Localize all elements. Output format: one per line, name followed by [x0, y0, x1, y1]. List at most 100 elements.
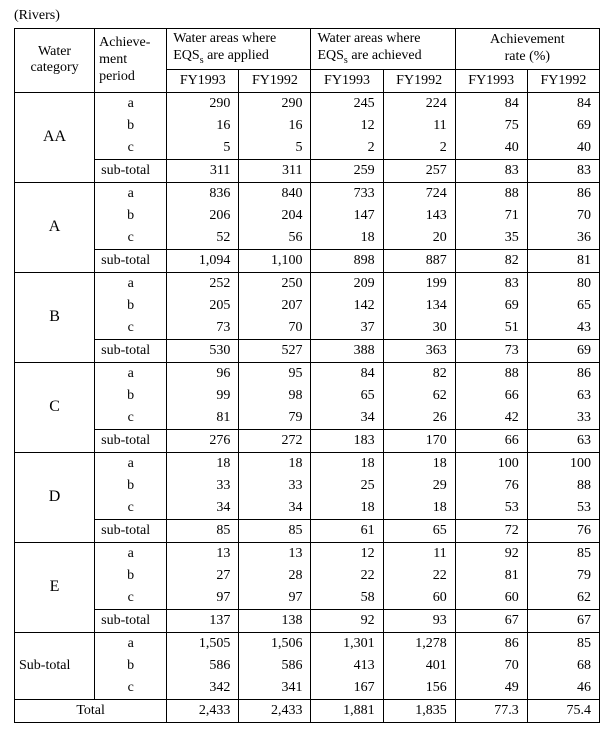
hdr-rate-fy1993: FY1993	[455, 69, 527, 92]
period-cell: b	[95, 295, 167, 317]
hdr-applied-fy1992: FY1992	[239, 69, 311, 92]
achieved-fy1992: 257	[383, 159, 455, 182]
hdr-achieved-text: Water areas where EQSs are achieved	[317, 31, 421, 63]
rate-fy1992: 86	[527, 182, 599, 205]
applied-fy1993: 85	[167, 519, 239, 542]
category-cell: D	[15, 452, 95, 542]
applied-fy1993: 276	[167, 429, 239, 452]
period-cell: b	[95, 475, 167, 497]
achieved-fy1993: 22	[311, 565, 383, 587]
rate-fy1993: 67	[455, 609, 527, 632]
applied-fy1993: 33	[167, 475, 239, 497]
applied-fy1992: 1,506	[239, 632, 311, 655]
hdr-applied: Water areas where EQSs are applied	[167, 29, 311, 70]
achieved-fy1993: 84	[311, 362, 383, 385]
table-row: c817934264233	[15, 407, 600, 430]
applied-fy1993: 81	[167, 407, 239, 430]
subtotal-row: sub-total858561657276	[15, 519, 600, 542]
achieved-fy1992: 224	[383, 92, 455, 115]
rate-fy1993: 73	[455, 339, 527, 362]
applied-fy1992: 138	[239, 609, 311, 632]
rate-fy1992: 63	[527, 385, 599, 407]
period-cell: c	[95, 317, 167, 340]
rate-fy1992: 75.4	[527, 699, 599, 722]
period-cell: c	[95, 407, 167, 430]
applied-fy1993: 52	[167, 227, 239, 250]
hdr-rate-fy1992: FY1992	[527, 69, 599, 92]
subtotal-label: sub-total	[95, 429, 167, 452]
table-row: c737037305143	[15, 317, 600, 340]
period-cell: c	[95, 227, 167, 250]
achieved-fy1992: 18	[383, 497, 455, 520]
applied-fy1992: 33	[239, 475, 311, 497]
period-cell: c	[95, 677, 167, 700]
table-row: Da18181818100100	[15, 452, 600, 475]
applied-fy1993: 342	[167, 677, 239, 700]
applied-fy1992: 2,433	[239, 699, 311, 722]
applied-fy1992: 18	[239, 452, 311, 475]
rate-fy1993: 100	[455, 452, 527, 475]
subtotal-label: sub-total	[95, 519, 167, 542]
rate-fy1992: 62	[527, 587, 599, 610]
applied-fy1992: 341	[239, 677, 311, 700]
achieved-fy1993: 413	[311, 655, 383, 677]
rate-fy1993: 92	[455, 542, 527, 565]
achieved-fy1992: 29	[383, 475, 455, 497]
applied-fy1993: 13	[167, 542, 239, 565]
category-cell: E	[15, 542, 95, 632]
rate-fy1992: 53	[527, 497, 599, 520]
achieved-fy1992: 30	[383, 317, 455, 340]
rate-fy1993: 86	[455, 632, 527, 655]
achieved-fy1993: 65	[311, 385, 383, 407]
rate-fy1992: 86	[527, 362, 599, 385]
rate-fy1992: 88	[527, 475, 599, 497]
rate-fy1992: 84	[527, 92, 599, 115]
applied-fy1992: 98	[239, 385, 311, 407]
subtotal-label: sub-total	[95, 249, 167, 272]
rate-fy1992: 81	[527, 249, 599, 272]
applied-fy1992: 1,100	[239, 249, 311, 272]
table-row: c343418185353	[15, 497, 600, 520]
rate-fy1992: 36	[527, 227, 599, 250]
achieved-fy1992: 65	[383, 519, 455, 542]
applied-fy1992: 70	[239, 317, 311, 340]
achieved-fy1993: 1,881	[311, 699, 383, 722]
rate-fy1992: 79	[527, 565, 599, 587]
subtotal-label: sub-total	[95, 159, 167, 182]
achieved-fy1992: 887	[383, 249, 455, 272]
rate-fy1992: 40	[527, 137, 599, 160]
applied-fy1993: 96	[167, 362, 239, 385]
category-cell: A	[15, 182, 95, 272]
table-body: AAa2902902452248484b161612117569c5522404…	[15, 92, 600, 722]
rate-fy1993: 66	[455, 429, 527, 452]
table-row: Ea131312119285	[15, 542, 600, 565]
period-cell: a	[95, 542, 167, 565]
rate-fy1992: 80	[527, 272, 599, 295]
achieved-fy1993: 259	[311, 159, 383, 182]
applied-fy1993: 2,433	[167, 699, 239, 722]
rate-fy1993: 60	[455, 587, 527, 610]
applied-fy1993: 205	[167, 295, 239, 317]
applied-fy1993: 27	[167, 565, 239, 587]
category-cell: C	[15, 362, 95, 452]
table-row: b2062041471437170	[15, 205, 600, 227]
subtotal-row: sub-total13713892936767	[15, 609, 600, 632]
achieved-fy1993: 2	[311, 137, 383, 160]
rate-fy1993: 66	[455, 385, 527, 407]
achieved-fy1992: 22	[383, 565, 455, 587]
rate-fy1992: 100	[527, 452, 599, 475]
rate-fy1993: 77.3	[455, 699, 527, 722]
rate-fy1992: 67	[527, 609, 599, 632]
achieved-fy1992: 1,835	[383, 699, 455, 722]
period-cell: a	[95, 452, 167, 475]
hdr-rate: Achievementrate (%)	[455, 29, 599, 70]
rate-fy1993: 75	[455, 115, 527, 137]
subtotal-row: sub-total5305273883637369	[15, 339, 600, 362]
rate-fy1993: 71	[455, 205, 527, 227]
rate-fy1993: 83	[455, 272, 527, 295]
achieved-fy1992: 401	[383, 655, 455, 677]
rate-fy1992: 69	[527, 339, 599, 362]
achieved-fy1992: 93	[383, 609, 455, 632]
rate-fy1993: 72	[455, 519, 527, 542]
applied-fy1992: 56	[239, 227, 311, 250]
